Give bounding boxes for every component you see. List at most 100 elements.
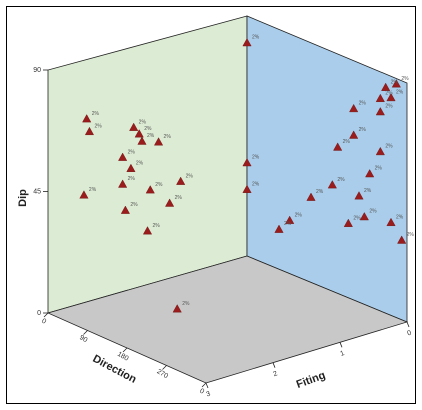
data-point-label: 2% bbox=[252, 155, 260, 161]
data-point-marker bbox=[145, 185, 155, 194]
data-point-marker bbox=[349, 103, 359, 113]
data-point-marker bbox=[327, 180, 337, 189]
data-point-marker bbox=[142, 226, 153, 235]
data-point-marker bbox=[343, 218, 353, 227]
data-point-label: 2% bbox=[94, 123, 102, 129]
data-point-marker bbox=[285, 215, 295, 224]
data-point-marker bbox=[306, 192, 316, 201]
data-point-label: 2% bbox=[128, 176, 136, 182]
y-axis-ticks: 0 45 90 bbox=[33, 67, 48, 317]
z-tick-label: 2 bbox=[272, 370, 278, 378]
data-point-label: 2% bbox=[401, 76, 409, 82]
data-point-label: 2% bbox=[252, 181, 260, 187]
data-points: 2%2%2%2%2% 2%2%2%2%2%2%2%2%2%2%2%2%2%2%2%… bbox=[79, 35, 415, 313]
data-point-marker bbox=[386, 217, 396, 226]
data-point-marker bbox=[176, 176, 186, 185]
data-point-label: 2% bbox=[130, 202, 138, 208]
data-point-label: 2% bbox=[385, 90, 393, 96]
data-point-label: 2% bbox=[284, 221, 292, 227]
data-point-label: 2% bbox=[316, 189, 324, 195]
data-point-marker bbox=[79, 190, 89, 199]
data-point-label: 2% bbox=[136, 160, 144, 166]
data-point-marker bbox=[126, 163, 136, 172]
x-tick-label: 180 bbox=[116, 351, 130, 363]
data-point-label: 2% bbox=[385, 144, 393, 150]
data-point-label: 2% bbox=[182, 301, 190, 307]
z-tick-mark bbox=[339, 342, 343, 348]
data-point-marker bbox=[242, 158, 252, 167]
data-point-marker bbox=[375, 93, 385, 102]
data-point-label: 2% bbox=[147, 133, 155, 139]
x-tick-mark bbox=[43, 312, 49, 318]
x-tick-label: 90 bbox=[78, 334, 88, 344]
data-point-marker bbox=[154, 137, 164, 146]
data-point-marker bbox=[397, 235, 407, 244]
x-tick-mark bbox=[162, 365, 167, 370]
data-point-marker bbox=[386, 92, 396, 102]
data-point-marker bbox=[82, 114, 92, 123]
data-point-marker bbox=[381, 82, 391, 91]
data-point-label: 2% bbox=[164, 134, 172, 140]
data-point-label: 2% bbox=[128, 149, 136, 155]
data-point-marker bbox=[354, 191, 364, 200]
data-point-marker bbox=[242, 184, 252, 193]
data-point-marker bbox=[84, 126, 94, 136]
data-point-marker bbox=[242, 38, 252, 47]
z-tick-mark bbox=[205, 382, 209, 389]
data-point-label: 2% bbox=[359, 127, 367, 133]
data-point-label: 2% bbox=[337, 177, 345, 183]
data-point-label: 2% bbox=[396, 214, 404, 220]
data-point-label: 2% bbox=[186, 173, 194, 179]
data-point-marker bbox=[365, 169, 375, 178]
data-point-marker bbox=[134, 129, 144, 138]
z-tick-label: 1 bbox=[339, 350, 345, 358]
data-point-label: 2% bbox=[295, 212, 303, 218]
data-point-marker bbox=[118, 179, 128, 188]
data-point-label: 2% bbox=[89, 187, 97, 193]
data-point-marker bbox=[274, 224, 284, 233]
x-tick-mark bbox=[122, 347, 128, 353]
data-point-label: 2% bbox=[144, 126, 152, 132]
data-point-label: 2% bbox=[385, 104, 393, 110]
x-tick-mark bbox=[83, 330, 88, 335]
x-axis-title: Direction bbox=[91, 353, 139, 386]
x-tick-label: 0 bbox=[40, 318, 47, 326]
y-tick-label: 45 bbox=[33, 189, 41, 196]
data-point-label: 2% bbox=[364, 188, 372, 194]
data-point-label: 2% bbox=[139, 119, 147, 125]
z-tick-mark bbox=[406, 321, 410, 328]
data-point-marker bbox=[391, 79, 401, 88]
data-point-label: 2% bbox=[396, 90, 404, 96]
y-tick-label: 0 bbox=[37, 310, 41, 317]
data-point-label: 2% bbox=[369, 209, 377, 215]
data-point-label: 2% bbox=[252, 35, 260, 41]
data-point-label: 2% bbox=[407, 232, 415, 238]
data-point-marker bbox=[165, 198, 175, 207]
data-point-marker bbox=[333, 142, 343, 151]
data-point-marker bbox=[118, 152, 128, 161]
data-point-marker bbox=[137, 136, 147, 145]
data-point-label: 2% bbox=[153, 223, 161, 229]
z-axis-title: Fiting bbox=[295, 369, 327, 391]
data-point-label: 2% bbox=[155, 182, 163, 188]
data-point-marker bbox=[375, 107, 385, 116]
data-point-label: 2% bbox=[391, 79, 399, 85]
data-point-label: 2% bbox=[175, 195, 183, 201]
y-axis-title: Dip bbox=[17, 189, 29, 207]
data-point-marker bbox=[349, 130, 359, 139]
data-point-label: 2% bbox=[92, 111, 100, 117]
z-tick-label: 3 bbox=[205, 391, 211, 399]
data-point-label: 2% bbox=[343, 139, 351, 145]
data-point-marker bbox=[375, 146, 385, 156]
y-tick-label: 90 bbox=[33, 67, 41, 74]
x-tick-label: 270 bbox=[155, 368, 169, 380]
x-tick-label: 0 bbox=[198, 388, 205, 396]
data-point-label: 2% bbox=[375, 166, 383, 172]
z-tick-mark bbox=[272, 362, 276, 368]
data-point-label: 2% bbox=[353, 215, 361, 221]
z-axis-ticks: 0 1 2 3 bbox=[205, 321, 413, 399]
x-axis-ticks: 0 90 180 270 0 bbox=[40, 312, 207, 396]
data-point-label: 2% bbox=[359, 101, 367, 107]
data-point-marker bbox=[120, 205, 130, 214]
